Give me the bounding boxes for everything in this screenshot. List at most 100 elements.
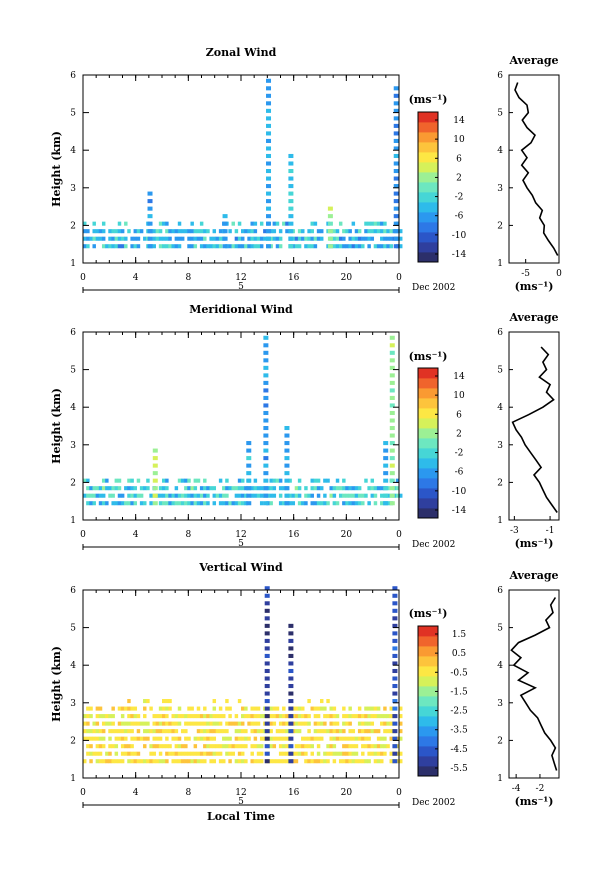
- heatmap-cell: [335, 236, 340, 241]
- heatmap-cell: [177, 759, 182, 764]
- heatmap-cell: [158, 729, 163, 734]
- colorbar-swatch: [418, 676, 438, 687]
- heatmap-cell: [212, 699, 217, 704]
- heatmap-cell: [250, 759, 254, 764]
- heatmap-cell: [275, 729, 280, 734]
- heatmap-cell: [259, 751, 264, 756]
- colorbar-swatch: [418, 646, 438, 657]
- profile-y-tick-label: 1: [497, 516, 503, 526]
- heatmap-cell: [237, 244, 242, 249]
- heatmap-cell: [256, 486, 261, 491]
- heatmap-cell: [399, 736, 403, 741]
- heatmap-cell: [231, 486, 235, 491]
- heatmap-cell: [301, 229, 305, 234]
- profile-x-tick-label: -4: [512, 784, 521, 794]
- heatmap-cell: [288, 176, 294, 181]
- heatmap-cell: [174, 736, 179, 741]
- heatmap-cell: [120, 501, 125, 506]
- colorbar-swatch: [418, 438, 438, 449]
- heatmap-cell: [92, 736, 96, 741]
- heatmap-cell: [275, 736, 280, 741]
- heatmap-cell: [304, 744, 308, 749]
- heatmap-cell: [193, 759, 198, 764]
- heatmap-cell: [152, 744, 156, 749]
- heatmap-cell: [307, 721, 311, 726]
- heatmap-cell: [105, 714, 109, 719]
- heatmap-cell: [184, 744, 188, 749]
- heatmap-cell: [380, 486, 384, 491]
- heatmap-cell: [86, 721, 90, 726]
- heatmap-cell: [373, 714, 378, 719]
- heatmap-cell: [392, 714, 398, 719]
- heatmap-cell: [246, 456, 252, 461]
- colorbar-swatch: [418, 726, 438, 737]
- heatmap-cell: [155, 236, 160, 241]
- heatmap-cell: [288, 721, 294, 726]
- heatmap-cell: [174, 759, 179, 764]
- heatmap-cell: [92, 729, 96, 734]
- heatmap-cell: [392, 706, 398, 711]
- heatmap-cell: [86, 229, 90, 234]
- heatmap-cell: [304, 501, 308, 506]
- heatmap-cell: [184, 736, 188, 741]
- heatmap-cell: [264, 676, 270, 681]
- heatmap-cell: [285, 221, 289, 226]
- heatmap-cell: [351, 729, 356, 734]
- heatmap-cell: [111, 486, 115, 491]
- heatmap-cell: [285, 729, 289, 734]
- heatmap-cell: [168, 744, 172, 749]
- heatmap-cell: [193, 736, 198, 741]
- heatmap-cell: [389, 410, 395, 416]
- heatmap-cell: [266, 123, 272, 128]
- heatmap-cell: [393, 191, 399, 196]
- heatmap-cell: [313, 501, 318, 506]
- heatmap-cell: [127, 478, 131, 483]
- heatmap-cell: [117, 244, 122, 249]
- colorbar-swatch: [418, 508, 438, 519]
- heatmap-cell: [297, 493, 302, 498]
- heatmap-cell: [196, 478, 201, 483]
- heatmap-cell: [392, 616, 398, 621]
- heatmap-cell: [83, 244, 87, 249]
- y-tick-label: 3: [70, 441, 76, 451]
- heatmap-cell: [212, 236, 217, 241]
- chart-title: Zonal Wind: [206, 46, 277, 59]
- heatmap-cell: [327, 206, 333, 211]
- heatmap-cell: [83, 229, 87, 234]
- heatmap-cell: [253, 744, 258, 749]
- x-tick-label: 16: [288, 273, 300, 283]
- heatmap-cell: [361, 721, 365, 726]
- heatmap-cell: [389, 358, 395, 363]
- heatmap-cell: [193, 244, 198, 249]
- heatmap-cell: [304, 759, 308, 764]
- profile-y-tick-label: 6: [497, 586, 503, 596]
- heatmap-cell: [263, 358, 269, 363]
- heatmap-cell: [86, 714, 90, 719]
- heatmap-cell: [206, 493, 210, 498]
- heatmap-cell: [304, 236, 308, 241]
- profile-y-tick-label: 6: [497, 71, 503, 81]
- heatmap-cell: [348, 714, 352, 719]
- heatmap-cell: [152, 456, 158, 461]
- heatmap-cell: [297, 244, 302, 249]
- heatmap-cell: [101, 493, 106, 498]
- heatmap-cell: [288, 744, 294, 749]
- heatmap-cell: [206, 744, 210, 749]
- heatmap-cell: [392, 684, 398, 689]
- heatmap-cell: [222, 501, 226, 506]
- colorbar-tick-label: 6: [456, 410, 462, 420]
- heatmap-cell: [326, 744, 330, 749]
- heatmap-cell: [152, 751, 156, 756]
- heatmap-cell: [376, 751, 381, 756]
- heatmap-cell: [215, 244, 220, 249]
- colorbar-swatch: [418, 736, 438, 747]
- heatmap-cell: [345, 744, 349, 749]
- heatmap-cell: [152, 501, 158, 506]
- heatmap-cell: [323, 501, 327, 506]
- heatmap-cell: [98, 486, 103, 491]
- profile-y-tick-label: 3: [497, 699, 503, 709]
- heatmap-cell: [367, 714, 371, 719]
- heatmap-cell: [272, 478, 277, 483]
- heatmap-cell: [152, 729, 156, 734]
- heatmap-cell: [98, 493, 103, 498]
